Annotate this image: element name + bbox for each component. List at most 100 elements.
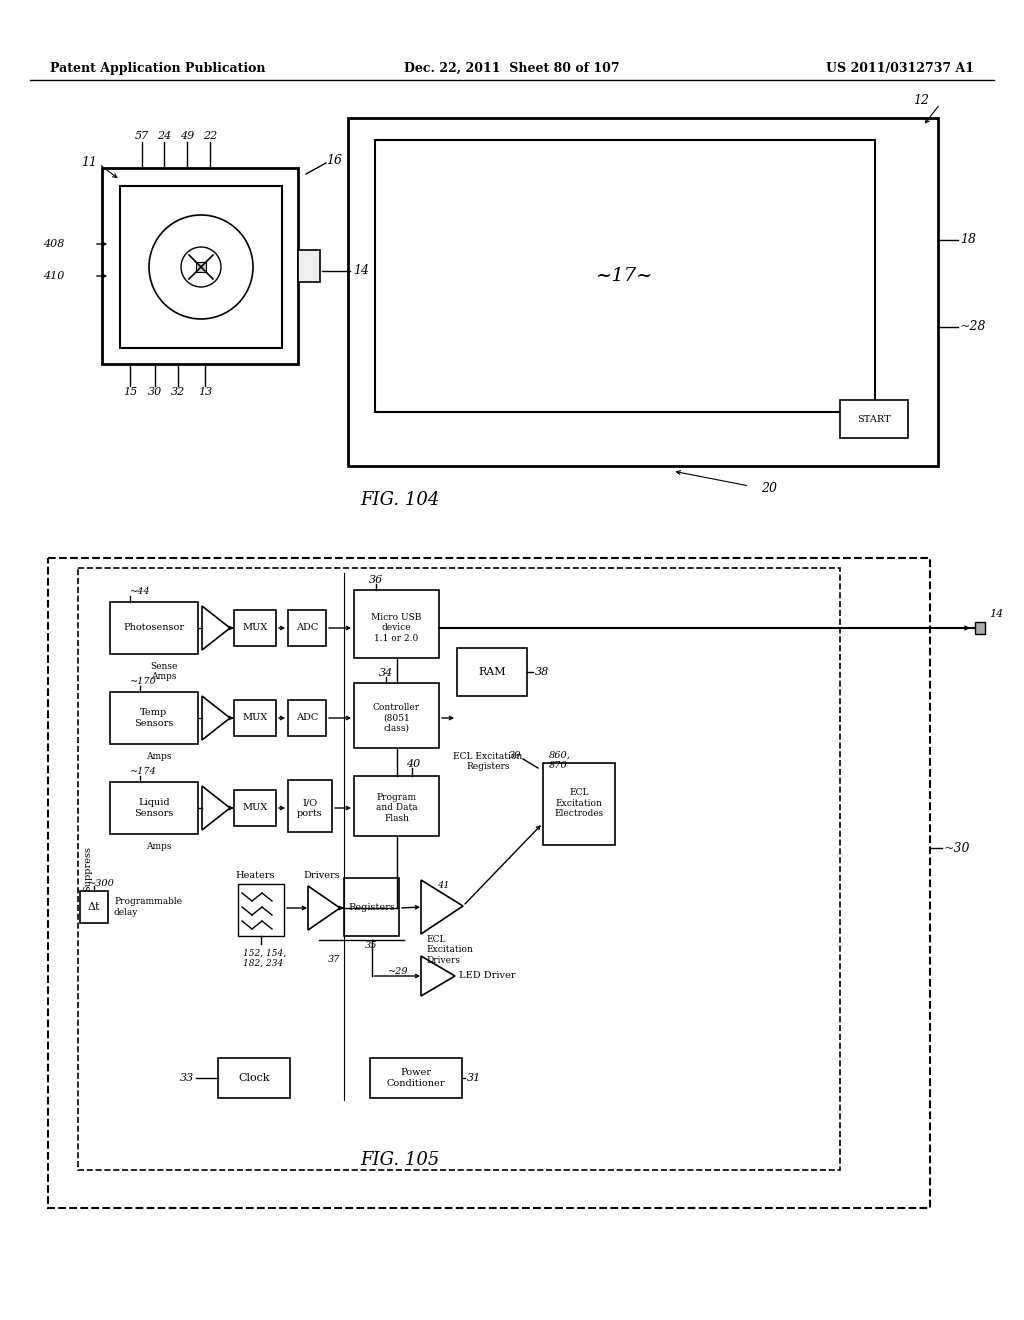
Text: 40: 40 [406, 759, 420, 770]
Text: ~170: ~170 [130, 677, 157, 686]
Bar [48, 558, 930, 1208]
Bar [110, 781, 198, 834]
Text: 14: 14 [989, 609, 1004, 619]
Text: 57: 57 [135, 131, 150, 141]
Bar [120, 186, 282, 348]
Text: 34: 34 [379, 668, 393, 678]
Text: Patent Application Publication: Patent Application Publication [50, 62, 265, 75]
Text: 11: 11 [81, 156, 97, 169]
Text: 32: 32 [171, 387, 185, 397]
Text: 18: 18 [961, 234, 976, 247]
Text: 49: 49 [180, 131, 195, 141]
Text: START: START [857, 414, 891, 424]
Bar [354, 590, 439, 657]
Text: 24: 24 [157, 131, 171, 141]
Bar [234, 700, 276, 737]
Text: FIG. 104: FIG. 104 [360, 491, 439, 510]
Text: Liquid
Sensors: Liquid Sensors [134, 799, 174, 817]
Text: 30: 30 [147, 387, 162, 397]
Text: ~30: ~30 [944, 842, 971, 854]
Text: RAM: RAM [478, 667, 506, 677]
Text: ECL
Excitation
Electrodes: ECL Excitation Electrodes [554, 788, 603, 818]
Text: Clock: Clock [239, 1073, 269, 1082]
Bar [975, 622, 985, 634]
Text: FIG. 105: FIG. 105 [360, 1151, 439, 1170]
Bar [288, 700, 326, 737]
Text: ADC: ADC [296, 623, 318, 632]
Text: ADC: ADC [296, 714, 318, 722]
Text: 39: 39 [509, 751, 521, 759]
Text: ~174: ~174 [130, 767, 157, 776]
Text: MUX: MUX [243, 623, 267, 632]
Text: MUX: MUX [243, 804, 267, 813]
Bar [354, 682, 439, 748]
Text: Temp
Sensors: Temp Sensors [134, 709, 174, 727]
Bar [375, 140, 874, 412]
Text: Program
and Data
Flash: Program and Data Flash [376, 793, 418, 822]
Bar [78, 568, 840, 1170]
Text: 35: 35 [366, 941, 378, 950]
Bar [348, 117, 938, 466]
Text: 14: 14 [353, 264, 369, 277]
Text: Heaters: Heaters [236, 871, 274, 880]
Bar [344, 878, 399, 936]
Bar [457, 648, 527, 696]
Bar [543, 763, 615, 845]
Text: 33: 33 [180, 1073, 194, 1082]
Text: 20: 20 [761, 482, 777, 495]
Bar [218, 1059, 290, 1098]
Text: 12: 12 [913, 94, 929, 107]
Text: 31: 31 [467, 1073, 481, 1082]
Text: Micro USB
device
1.1 or 2.0: Micro USB device 1.1 or 2.0 [372, 612, 422, 643]
Bar [238, 884, 284, 936]
Bar [110, 692, 198, 744]
Text: MUX: MUX [243, 714, 267, 722]
Text: Power
Conditioner: Power Conditioner [387, 1068, 445, 1088]
Text: Drivers: Drivers [304, 871, 340, 880]
Text: 410: 410 [43, 271, 63, 281]
Bar [288, 610, 326, 645]
Text: 38: 38 [535, 667, 549, 677]
Text: Sense
Amps: Sense Amps [151, 663, 178, 681]
Text: 152, 154,
182, 234: 152, 154, 182, 234 [243, 948, 286, 968]
Text: ~300: ~300 [88, 879, 115, 887]
Text: 860,
870: 860, 870 [549, 750, 570, 770]
Text: I/O
ports: I/O ports [297, 799, 323, 817]
Text: 16: 16 [326, 153, 342, 166]
Text: 408: 408 [43, 239, 63, 249]
Bar [196, 261, 206, 272]
Bar [840, 400, 908, 438]
Text: LED Driver: LED Driver [459, 972, 515, 981]
Text: Registers: Registers [348, 903, 395, 912]
Text: ~28: ~28 [961, 321, 986, 333]
Text: ~17~: ~17~ [596, 267, 653, 285]
Text: US 2011/0312737 A1: US 2011/0312737 A1 [826, 62, 974, 75]
Bar [370, 1059, 462, 1098]
Bar [110, 602, 198, 653]
Text: ~44: ~44 [130, 587, 151, 597]
Text: ECL
Excitation
Drivers: ECL Excitation Drivers [426, 935, 473, 965]
Text: 15: 15 [123, 387, 137, 397]
Text: Δt: Δt [88, 902, 100, 912]
Text: Controller
(8051
class): Controller (8051 class) [373, 704, 420, 733]
Bar [80, 891, 108, 923]
Bar [234, 610, 276, 645]
Text: Suppress: Suppress [84, 846, 92, 892]
Text: Dec. 22, 2011  Sheet 80 of 107: Dec. 22, 2011 Sheet 80 of 107 [404, 62, 620, 75]
Text: 41: 41 [437, 882, 450, 891]
Text: 13: 13 [198, 387, 212, 397]
Bar [298, 249, 319, 282]
Text: Amps: Amps [146, 842, 172, 851]
Bar [102, 168, 298, 364]
Bar [234, 789, 276, 826]
Text: ECL Excitation
Registers: ECL Excitation Registers [454, 751, 522, 771]
Text: Programmable
delay: Programmable delay [114, 898, 182, 916]
Text: 37: 37 [328, 956, 340, 965]
Bar [354, 776, 439, 836]
Text: Photosensor: Photosensor [124, 623, 184, 632]
Text: Amps: Amps [146, 752, 172, 762]
Text: ~29: ~29 [388, 966, 409, 975]
Text: 36: 36 [369, 576, 383, 585]
Text: 22: 22 [203, 131, 217, 141]
Bar [288, 780, 332, 832]
